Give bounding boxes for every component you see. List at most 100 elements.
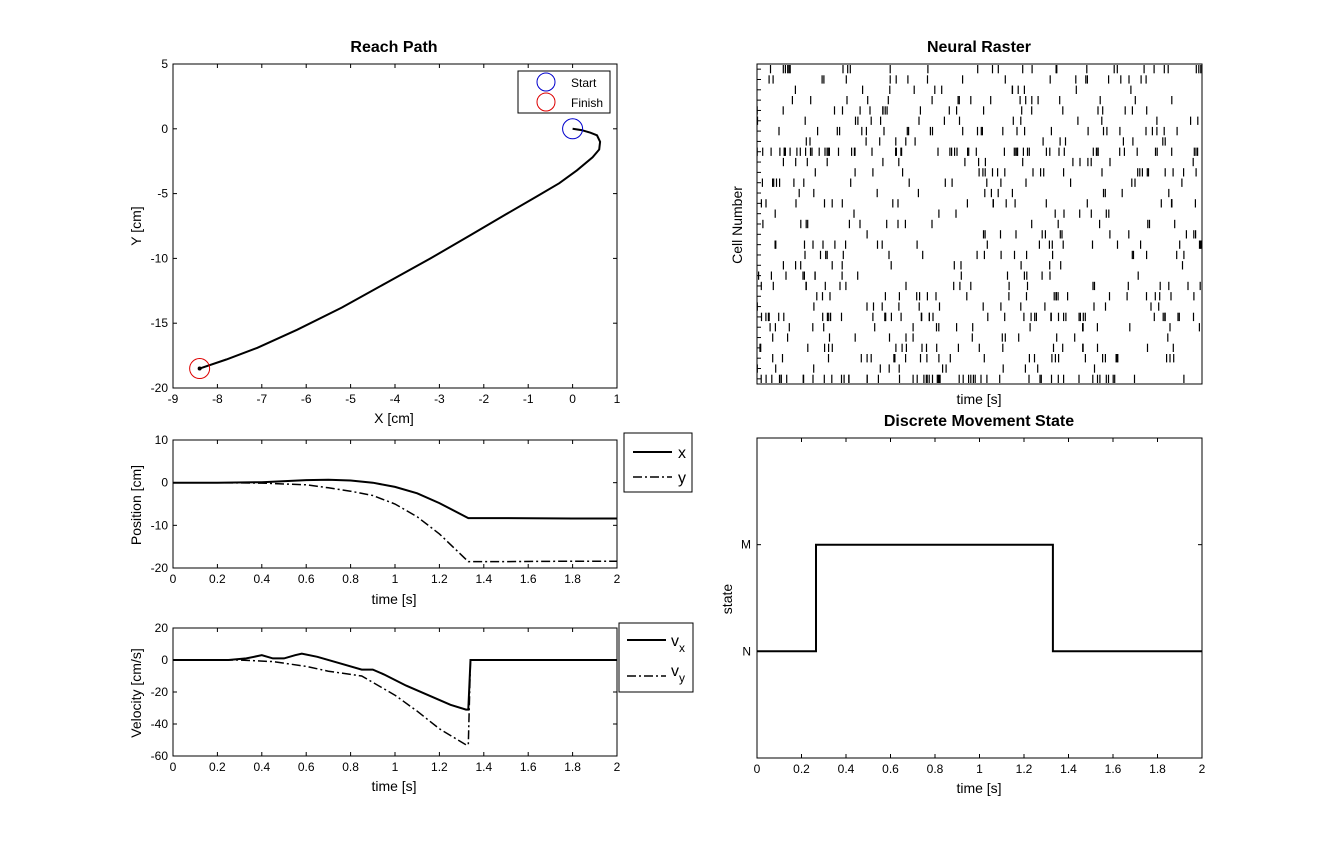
state-xtick-label: 0.8: [927, 762, 944, 776]
velocity-y-line: [173, 659, 617, 746]
position-xtick-label: 2: [614, 572, 621, 586]
reach-path-ytick-label: -10: [151, 251, 169, 265]
position-ytick-label: 0: [161, 476, 168, 490]
state-line: [757, 543, 1202, 653]
legend-finish-label: Finish: [571, 96, 603, 110]
legend-vx-label: vx: [671, 633, 685, 655]
state-ytick-label: N: [742, 644, 751, 658]
reach-path-xtick-label: 0: [569, 392, 576, 406]
finish-dot: [197, 366, 202, 371]
velocity-ytick-label: 0: [161, 653, 168, 667]
raster-ylabel: Cell Number: [729, 186, 745, 264]
velocity-ticks: 0 0.2 0.4 0.6 0.8 1 1.2 1.4 1.6 1.8 2 -60 -40 -20 0 20: [151, 621, 621, 774]
legend-start-label: Start: [571, 76, 597, 90]
velocity-xtick-label: 1.6: [520, 760, 537, 774]
reach-path-xtick-label: -5: [345, 392, 356, 406]
velocity-xtick-label: 0.6: [298, 760, 315, 774]
position-ytick-label: 10: [155, 433, 169, 447]
velocity-xtick-label: 1.4: [475, 760, 492, 774]
velocity-xtick-label: 1.2: [431, 760, 448, 774]
reach-path-axes-box: [172, 63, 618, 389]
velocity-legend-box: [618, 622, 694, 693]
reach-path-xtick-label: -3: [434, 392, 445, 406]
velocity-xtick-label: 0: [170, 760, 177, 774]
velocity-ytick-label: -60: [151, 749, 169, 763]
legend-finish-marker: [536, 92, 556, 112]
position-xtick-label: 0.4: [253, 572, 270, 586]
position-legend: x y: [623, 432, 693, 493]
state-ticks: 0 0.2 0.4 0.6 0.8 1 1.2 1.4 1.6 1.8 2 N M: [741, 438, 1206, 776]
reach-path-xtick-label: -6: [301, 392, 312, 406]
raster-xlabel: time [s]: [956, 391, 1001, 407]
reach-path-ytick-label: 5: [161, 57, 168, 71]
position-xtick-label: 1.2: [431, 572, 448, 586]
reach-path-chart: Reach Path X [cm] Y [cm] -9 -8 -7 -6 -5 -4 -3 -…: [128, 39, 621, 426]
state-xtick-label: 0: [754, 762, 761, 776]
velocity-x-line: [173, 652, 617, 711]
position-ticks: 0 0.2 0.4 0.6 0.8 1 1.2 1.4 1.6 1.8 2 -20 -10 0 10: [151, 433, 621, 586]
position-chart: time [s] Position [cm] 0 0.2 0.4 0.6 0.8 1 1.2…: [128, 432, 693, 607]
state-xtick-label: 1.6: [1105, 762, 1122, 776]
state-xtick-label: 1.2: [1016, 762, 1033, 776]
reach-path-ticks: -9 -8 -7 -6 -5 -4 -3 -2 -1 0 1-20-15-10-505: [151, 57, 621, 406]
state-xtick-label: 1.8: [1149, 762, 1166, 776]
reach-path-ytick-label: -15: [151, 316, 169, 330]
reach-path-ytick-label: -20: [151, 381, 169, 395]
position-xtick-label: 0.6: [298, 572, 315, 586]
velocity-xtick-label: 0.4: [253, 760, 270, 774]
legend-vy-v: v: [671, 663, 679, 680]
velocity-xtick-label: 0.8: [342, 760, 359, 774]
start-marker: [562, 118, 584, 140]
legend-vy-sub: y: [679, 671, 685, 685]
state-ytick-label: M: [741, 538, 751, 552]
legend-vx-sub: x: [679, 641, 685, 655]
reach-path-ylabel: Y [cm]: [128, 206, 144, 245]
raster-row-ticks: [757, 68, 761, 380]
position-legend-box: [623, 432, 693, 493]
neural-raster-chart: Neural Raster time [s] Cell Number: [729, 39, 1203, 407]
state-title: Discrete Movement State: [884, 413, 1074, 430]
state-axes-box: [756, 437, 1203, 759]
velocity-ylabel: Velocity [cm/s]: [128, 648, 144, 737]
legend-vy-label: vy: [671, 663, 685, 685]
reach-path-xtick-label: 1: [614, 392, 621, 406]
velocity-ytick-label: -40: [151, 717, 169, 731]
velocity-chart: time [s] Velocity [cm/s] 0 0.2 0.4 0.6 0.8 1 1…: [128, 621, 694, 794]
position-axes-box: [172, 439, 618, 569]
reach-path-xtick-label: -4: [390, 392, 401, 406]
state-xtick-label: 1.4: [1060, 762, 1077, 776]
position-xtick-label: 0.8: [342, 572, 359, 586]
reach-path-line: [199, 127, 602, 370]
velocity-ytick-label: 20: [155, 621, 169, 635]
position-xtick-label: 1.6: [520, 572, 537, 586]
state-xtick-label: 0.2: [793, 762, 810, 776]
state-xtick-label: 0.4: [838, 762, 855, 776]
raster-axes-box: [756, 63, 1203, 385]
reach-path-xtick-label: -9: [168, 392, 179, 406]
legend-vx-v: v: [671, 633, 679, 650]
velocity-xtick-label: 1: [392, 760, 399, 774]
legend-y-label: y: [678, 470, 686, 487]
reach-path-ytick-label: -5: [157, 187, 168, 201]
state-xlabel: time [s]: [956, 780, 1001, 796]
velocity-axes-box: [172, 627, 618, 757]
reach-path-xtick-label: -2: [478, 392, 489, 406]
reach-path-legend: Start Finish: [517, 70, 611, 114]
reach-path-xtick-label: -7: [256, 392, 267, 406]
reach-path-legend-box: [517, 70, 611, 114]
position-xlabel: time [s]: [371, 591, 416, 607]
movement-state-chart: Discrete Movement State time [s] state 0…: [719, 413, 1206, 796]
state-xtick-label: 0.6: [882, 762, 899, 776]
reach-path-xtick-label: -8: [212, 392, 223, 406]
position-y-line: [173, 481, 617, 563]
position-x-line: [173, 478, 617, 520]
state-ylabel: state: [719, 584, 735, 615]
velocity-xtick-label: 2: [614, 760, 621, 774]
reach-path-ytick-label: 0: [161, 122, 168, 136]
position-xtick-label: 1.4: [475, 572, 492, 586]
position-xtick-label: 1: [392, 572, 399, 586]
velocity-xlabel: time [s]: [371, 778, 416, 794]
raster-spikes: [756, 65, 1202, 383]
